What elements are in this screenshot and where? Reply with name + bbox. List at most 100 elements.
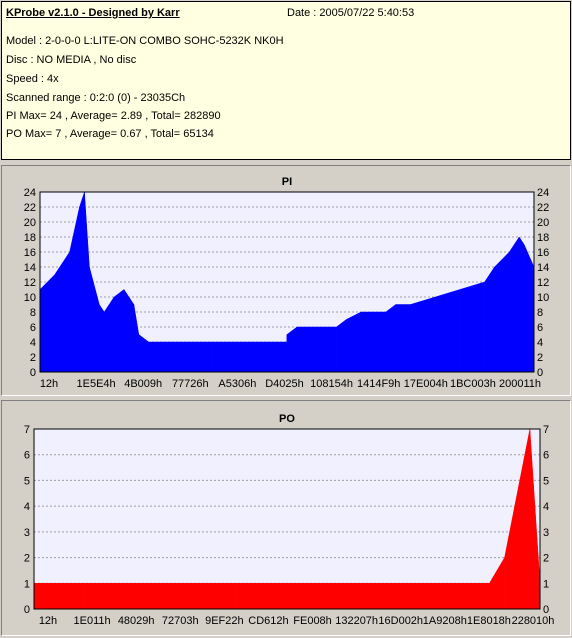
x-tick-label: A5306h (218, 378, 256, 390)
data-bar (337, 583, 389, 610)
y-tick-label-right: 3 (543, 527, 549, 539)
y-tick-label-right: 4 (543, 501, 549, 513)
data-bar (39, 273, 56, 373)
y-tick-label-left: 8 (30, 307, 36, 319)
y-tick-label-right: 10 (537, 292, 549, 304)
plot-frame (39, 191, 535, 373)
x-tick-label: 77726h (172, 378, 209, 390)
y-tick-label-right: 6 (537, 322, 543, 334)
data-bar (410, 296, 436, 373)
y-tick-label-left: 12 (24, 277, 36, 289)
po-summary-line: PO Max= 7 , Average= 0.67 , Total= 65134 (6, 128, 214, 140)
y-tick-label-left: 20 (24, 217, 36, 229)
y-tick-label-right: 2 (543, 553, 549, 565)
y-tick-label-left: 5 (24, 475, 30, 487)
x-tick-label: CD612h (248, 615, 288, 627)
data-bar (434, 289, 461, 373)
chart-title: PI (282, 176, 292, 188)
disc-line: Disc : NO MEDIA , No disc (6, 54, 137, 66)
y-tick-label-left: 3 (24, 527, 30, 539)
x-tick-label: 16D002h (378, 615, 423, 627)
speed-line: Speed : 4x (6, 73, 59, 85)
plot-area (33, 428, 541, 610)
scan-date: Date : 2005/07/22 5:40:53 (287, 7, 415, 19)
y-tick-label-right: 24 (537, 187, 549, 199)
data-bar (395, 304, 411, 373)
pi-summary-line: PI Max= 24 , Average= 2.89 , Total= 2828… (6, 110, 221, 122)
y-tick-label-left: 0 (30, 367, 36, 379)
data-bar (387, 583, 440, 610)
data-bar (33, 583, 60, 610)
data-bar (134, 583, 187, 610)
y-tick-label-left: 14 (24, 262, 36, 274)
data-bar (99, 303, 105, 373)
y-tick-label-right: 16 (537, 247, 549, 259)
data-bar (459, 281, 485, 373)
x-tick-label: 1BC003h (450, 378, 496, 390)
y-tick-label-right: 0 (537, 367, 543, 379)
data-bar (286, 583, 338, 610)
model-line: Model : 2-0-0-0 L:LITE-ON COMBO SOHC-523… (6, 35, 284, 47)
po-chart: PO 0 0 1 1 2 2 3 3 4 4 5 5 6 6 7 7 12h 1E011h 48029h 72703h 9… (24, 413, 555, 627)
data-bar (360, 311, 387, 373)
x-tick-label: 48029h (118, 615, 155, 627)
x-tick-label: 72703h (162, 615, 199, 627)
plot-frame (33, 428, 541, 610)
data-bar (311, 326, 337, 373)
pi-chart-panel: PI 0 0 2 2 4 4 6 6 8 8 10 10 12 12 14 14 16 16 18 18 20 20 22 22… (1, 165, 571, 396)
y-tick-label-left: 4 (24, 501, 30, 513)
y-tick-label-right: 14 (537, 262, 549, 274)
data-bar (519, 454, 526, 610)
y-tick-label-left: 2 (24, 553, 30, 565)
x-tick-label: 200011h (499, 378, 541, 390)
data-bar (524, 428, 531, 610)
data-bar (185, 583, 237, 610)
data-bar (163, 341, 189, 373)
y-tick-label-right: 0 (543, 604, 549, 616)
app-title: KProbe v2.1.0 - Designed by Karr (6, 7, 180, 19)
data-bar (518, 236, 525, 373)
x-tick-label: 17E004h (404, 378, 448, 390)
data-bar (113, 288, 125, 373)
data-bar (286, 326, 298, 373)
x-tick-label: 12h (39, 615, 57, 627)
x-tick-label: 228010h (512, 615, 555, 627)
data-bar (79, 191, 85, 373)
y-tick-label-left: 16 (24, 247, 36, 259)
y-tick-label-left: 6 (24, 450, 30, 462)
y-tick-label-left: 6 (30, 322, 36, 334)
data-bar (84, 583, 136, 610)
data-bar (523, 244, 535, 373)
x-tick-label: FE008h (293, 615, 332, 627)
data-bar (262, 341, 288, 373)
data-bar (148, 341, 164, 373)
y-tick-label-right: 20 (537, 217, 549, 229)
data-bar (385, 303, 396, 373)
y-tick-label-right: 6 (543, 450, 549, 462)
x-tick-label: 1414F9h (357, 378, 400, 390)
y-tick-label-right: 4 (537, 337, 543, 349)
y-tick-label-left: 0 (24, 604, 30, 616)
data-bar (187, 341, 214, 373)
y-tick-label-left: 4 (30, 337, 36, 349)
y-tick-label-right: 8 (537, 307, 543, 319)
data-bar (494, 251, 510, 373)
data-bar (479, 583, 490, 610)
data-bar (237, 341, 263, 373)
data-bar (236, 583, 288, 610)
data-bar (59, 583, 85, 610)
range-line: Scanned range : 0:2:0 (0) - 23035Ch (6, 92, 186, 104)
y-tick-label-right: 12 (537, 277, 549, 289)
y-tick-label-right: 1 (543, 578, 549, 590)
x-tick-label: 12h (40, 378, 58, 390)
x-tick-label: 132207h (335, 615, 378, 627)
y-tick-label-right: 2 (537, 352, 543, 364)
y-tick-label-right: 7 (543, 424, 549, 436)
x-tick-label: 4B009h (124, 378, 162, 390)
y-tick-label-left: 18 (24, 232, 36, 244)
y-tick-label-left: 7 (24, 424, 30, 436)
data-bar (212, 341, 238, 373)
data-bar (438, 583, 480, 610)
data-bar (346, 311, 362, 373)
